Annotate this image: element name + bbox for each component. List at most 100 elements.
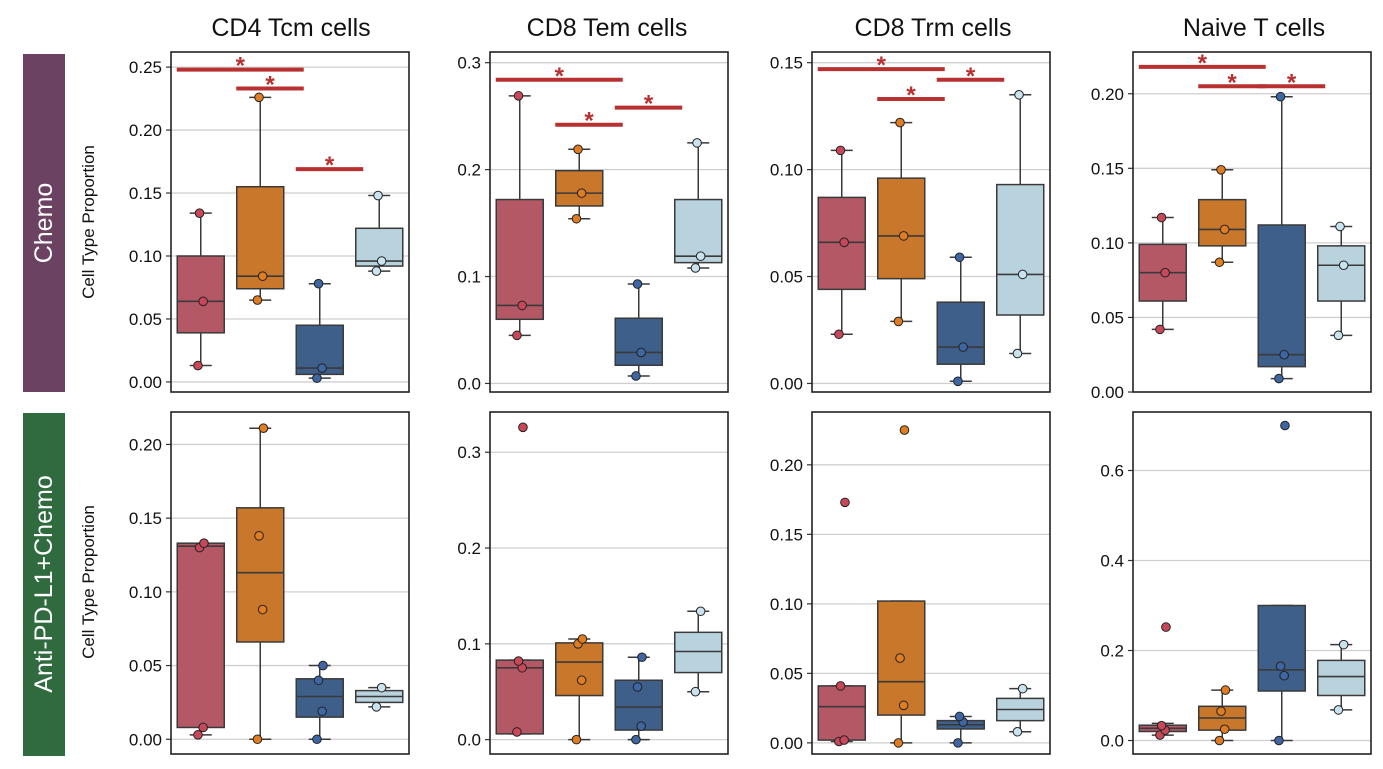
significance-star: *: [265, 72, 275, 99]
data-point: [376, 256, 387, 266]
panel-frame: [1132, 51, 1372, 393]
box-iqr: [1257, 224, 1306, 368]
box-iqr: [614, 317, 663, 367]
data-point: [193, 730, 203, 740]
data-point: [1156, 212, 1167, 223]
y-tick-label: 0.2: [457, 161, 481, 180]
data-point: [517, 300, 527, 311]
data-point: [1156, 720, 1167, 731]
data-point: [376, 682, 387, 693]
data-point: [895, 653, 905, 663]
panel-frame: [489, 51, 729, 393]
panel-frame: [170, 411, 410, 755]
significance-star: *: [1198, 50, 1208, 77]
data-point: [899, 425, 910, 435]
panel-r0-c1: 0.0 0.1 0.2 0.3 * * *: [457, 51, 729, 393]
box-group-1: [817, 497, 866, 747]
y-tick-label: 0.20: [770, 456, 803, 475]
data-point: [839, 735, 849, 745]
y-tick-label: 0.10: [770, 161, 803, 180]
data-point: [198, 722, 208, 733]
data-point: [318, 660, 328, 671]
data-point: [576, 675, 587, 686]
data-point: [1220, 685, 1231, 695]
y-tick-label: 0.05: [129, 310, 162, 329]
box-group-1: [817, 145, 866, 340]
panel-frame: [811, 411, 1051, 755]
box-iqr: [236, 185, 285, 290]
panel-frame: [811, 51, 1051, 393]
box-group-3: [295, 278, 344, 383]
y-tick-label: 0.10: [770, 595, 803, 614]
row-label-chemo: Chemo: [23, 54, 65, 392]
y-tick-label: 0.00: [1091, 383, 1124, 402]
data-point: [254, 92, 264, 103]
box-iqr: [555, 169, 604, 207]
data-point: [518, 422, 528, 433]
data-point: [1275, 661, 1286, 672]
data-point: [571, 213, 582, 224]
data-point: [631, 371, 641, 381]
box-group-1: [1138, 212, 1187, 335]
column-titles: CD4 Tcm cells CD8 Tem cells CD8 Trm cell…: [211, 14, 1325, 42]
data-point: [512, 330, 522, 341]
panel-r0-c0: 0.00 0.05 0.10 0.15 0.20 0.25 * * *: [129, 51, 410, 393]
data-point: [1279, 670, 1289, 681]
data-point: [1014, 89, 1024, 100]
y-axis-label-anti-pdl1-chemo: Cell Type Proportion: [79, 505, 98, 659]
data-point: [317, 363, 327, 373]
data-point: [1161, 622, 1171, 632]
box-iqr: [1317, 245, 1366, 302]
y-tick-label: 0.15: [770, 525, 803, 544]
y-tick-label: 0.2: [457, 539, 481, 558]
row-bar-chemo: [23, 54, 65, 392]
data-point: [839, 237, 849, 248]
box-group-1: [495, 91, 544, 341]
data-point: [835, 145, 846, 156]
column-title-cd4-tcm: CD4 Tcm cells: [211, 14, 370, 42]
data-point: [257, 271, 268, 281]
data-point: [637, 652, 647, 663]
significance-star: *: [1227, 69, 1237, 96]
panel-r1-c3: 0.0 0.2 0.4 0.6: [1100, 411, 1372, 755]
y-tick-label: 0.05: [770, 268, 803, 287]
column-title-cd8-tem: CD8 Tem cells: [527, 14, 688, 42]
data-point: [954, 711, 965, 722]
y-tick-label: 0.10: [1091, 234, 1124, 253]
data-point: [199, 538, 209, 548]
data-point: [198, 296, 208, 307]
data-point: [690, 263, 701, 273]
data-point: [1012, 726, 1023, 737]
box-group-3: [1257, 420, 1306, 746]
row-label-anti-pdl1-chemo: Anti-PD-L1+Chemo: [23, 413, 65, 756]
box-group-4: [674, 606, 723, 697]
y-tick-label: 0.25: [129, 58, 162, 77]
box-group-4: [996, 89, 1045, 359]
data-point: [1280, 420, 1290, 431]
data-point: [632, 279, 643, 289]
y-tick-label: 0.00: [129, 373, 162, 392]
box-iqr: [936, 301, 985, 365]
significance-star: *: [966, 63, 976, 90]
data-point: [1333, 330, 1344, 341]
box-iqr: [236, 507, 285, 643]
data-point: [252, 734, 263, 745]
significance-star: *: [1287, 69, 1297, 96]
box-group-4: [674, 138, 723, 273]
box-group-3: [295, 660, 344, 745]
data-point: [636, 347, 646, 358]
data-point: [1214, 257, 1225, 268]
y-tick-label: 0.2: [1100, 642, 1124, 661]
data-point: [1335, 221, 1345, 232]
data-point: [1155, 324, 1165, 335]
data-point: [1338, 639, 1349, 650]
data-point: [840, 497, 850, 508]
column-title-naive-t: Naive T cells: [1183, 14, 1325, 42]
data-point: [898, 231, 909, 241]
y-tick-label: 0.05: [129, 657, 162, 676]
box-group-4: [1317, 221, 1366, 341]
data-point: [371, 702, 382, 712]
data-point: [513, 656, 524, 666]
row-bar-anti-pdl1-chemo: [23, 413, 65, 756]
